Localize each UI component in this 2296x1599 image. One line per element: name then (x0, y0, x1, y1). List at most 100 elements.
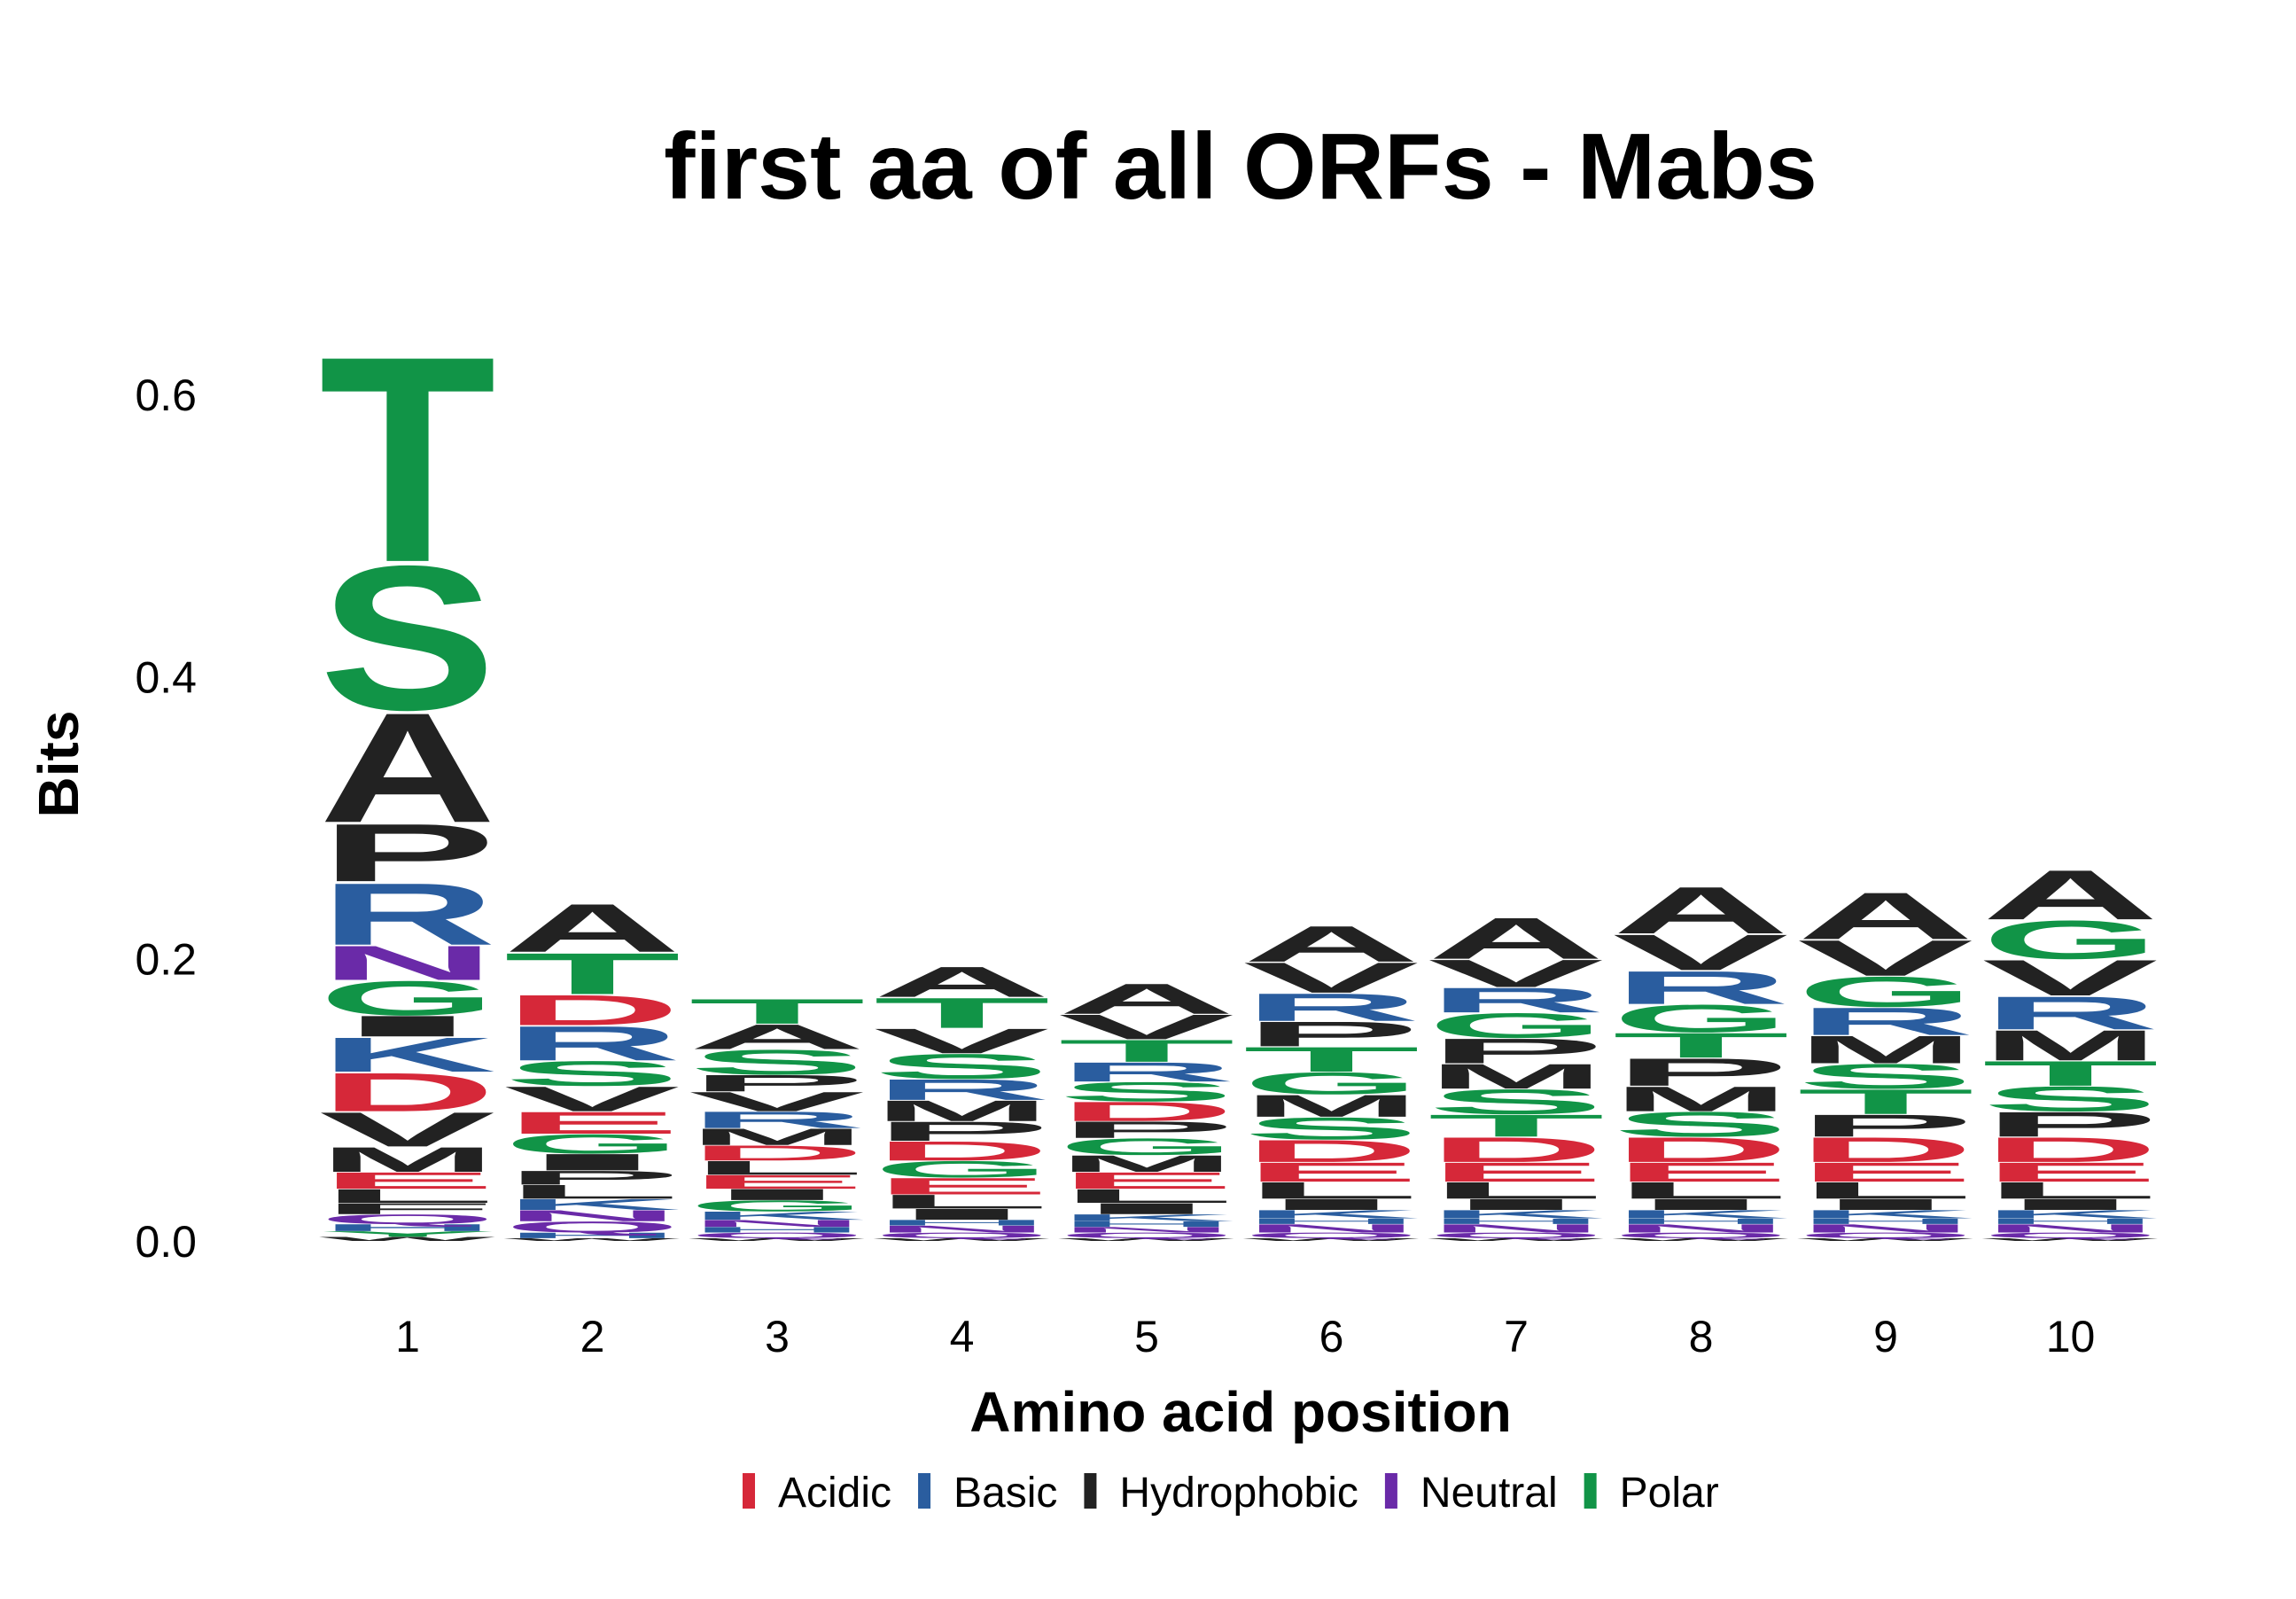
logo-letter-s: S (689, 1042, 866, 1081)
logo-letter-v: V (1797, 930, 1973, 987)
logo-letter-t: T (1058, 1034, 1235, 1068)
logo-letter-s: S (1243, 1112, 1420, 1146)
logo-letter-l: L (874, 1190, 1051, 1213)
logo-letter-k: K (1428, 1208, 1605, 1221)
logo-letter-r: R (874, 1073, 1051, 1106)
logo-letter-e: E (1797, 1157, 1974, 1188)
logo-letter-p: P (1428, 1032, 1605, 1071)
logo-letter-i: I (1613, 1196, 1790, 1213)
logo-letter-m: M (319, 1140, 496, 1179)
x-axis-label: Amino acid position (969, 1380, 1512, 1444)
legend-swatch-acidic (743, 1473, 755, 1509)
logo-letter-r: R (1613, 962, 1790, 1014)
logo-letter-l: L (1982, 1177, 2160, 1204)
logo-letter-h: H (1428, 1217, 1605, 1226)
logo-letter-g: G (1613, 997, 1790, 1041)
y-tick-label: 0.0 (135, 1217, 197, 1267)
logo-letter-n: N (1982, 1221, 2160, 1235)
x-tick-label: 6 (1319, 1312, 1344, 1361)
logo-letter-i: I (874, 1205, 1051, 1223)
logo-letter-p: P (319, 807, 496, 899)
logo-letter-n: N (689, 1218, 866, 1228)
logo-letter-w: W (1613, 1237, 1789, 1242)
logo-letter-k: K (689, 1209, 866, 1222)
y-axis-label: Bits (27, 711, 90, 818)
logo-letter-g: G (319, 971, 496, 1026)
logo-letter-n: N (504, 1207, 681, 1225)
legend-label-basic: Basic (953, 1470, 1057, 1517)
logo-letter-k: K (1058, 1213, 1235, 1223)
logo-letter-g: G (1982, 909, 2160, 971)
logo-letter-r: R (689, 1107, 866, 1134)
logo-letter-t: T (1428, 1108, 1605, 1143)
x-tick-label: 8 (1689, 1312, 1714, 1361)
logo-letter-p: P (504, 1166, 681, 1189)
logo-letter-i: I (1243, 1196, 1420, 1213)
y-tick-label: 0.4 (135, 652, 197, 702)
logo-letter-l: L (1428, 1177, 1605, 1204)
logo-letter-a: A (319, 681, 496, 855)
logo-letter-e: E (1058, 1167, 1235, 1194)
logo-letter-k: K (1982, 1208, 2160, 1221)
logo-letter-r: R (1982, 987, 2160, 1040)
logo-letter-h: H (1613, 1217, 1790, 1226)
logo-letter-g: G (1243, 1065, 1420, 1101)
logo-letter-a: A (1797, 878, 1974, 953)
logo-letter-r: R (504, 1016, 681, 1071)
logo-letter-v: V (874, 1021, 1050, 1060)
logo-letter-m: M (689, 1124, 866, 1150)
x-tick-label: 10 (2046, 1312, 2096, 1361)
logo-letter-m: M (1428, 1057, 1605, 1096)
logo-letter-v: V (504, 1080, 681, 1119)
logo-letter-p: P (1243, 1014, 1420, 1053)
logo-letter-h: H (689, 1225, 866, 1234)
legend-swatch-basic (918, 1473, 931, 1509)
logo-letter-d: D (1058, 1096, 1235, 1127)
logo-letter-t: T (689, 992, 866, 1031)
logo-letter-e: E (1243, 1157, 1420, 1188)
logo-letter-w: W (504, 1237, 681, 1242)
legend-swatch-polar (1584, 1473, 1597, 1509)
logo-letter-l: L (504, 1181, 681, 1203)
logo-letter-g: G (1058, 1134, 1235, 1160)
logo-letter-d: D (874, 1135, 1051, 1166)
logo-letter-s: S (1797, 1057, 1974, 1096)
logo-letter-d: D (689, 1141, 866, 1165)
logo-letter-d: D (1982, 1130, 2160, 1169)
logo-letter-k: K (1243, 1208, 1420, 1221)
logo-letter-a: A (1243, 916, 1420, 972)
logo-letter-w: W (1058, 1237, 1234, 1242)
logo-letter-k: K (504, 1196, 681, 1213)
logo-letter-q: Q (1058, 1231, 1235, 1240)
legend-swatch-neutral (1384, 1473, 1397, 1509)
logo-letter-l: L (1797, 1177, 1974, 1204)
logo-letter-h: H (874, 1219, 1051, 1228)
legend: Acidic Basic Hydrophobic Neutral Polar (743, 1470, 1719, 1517)
logo-letter-m: M (1613, 1080, 1790, 1119)
logo-letter-t: T (1982, 1054, 2160, 1093)
logo-letter-s: S (1613, 1104, 1790, 1143)
logo-letter-v: V (689, 1087, 865, 1118)
x-axis-ticks: 1 2 3 4 5 6 7 8 9 10 (395, 1312, 2095, 1361)
logo-letter-h: H (1058, 1220, 1235, 1228)
logo-letter-w: W (1243, 1237, 1420, 1242)
logo-letter-e: E (504, 1105, 681, 1140)
logo-letter-e: E (689, 1171, 866, 1193)
logo-letter-t: T (319, 295, 496, 623)
logo-letter-s: S (504, 1054, 681, 1093)
y-tick-label: 0.6 (135, 370, 197, 420)
logo-letter-d: D (319, 1061, 496, 1122)
logo-letter-h: H (1797, 1217, 1974, 1226)
logo-letter-y: Y (319, 1229, 496, 1238)
logo-letter-m: M (1058, 1150, 1235, 1177)
logo-letter-w: W (1797, 1237, 1973, 1242)
logo-letter-q: Q (689, 1231, 866, 1240)
logo-letter-m: M (1982, 1021, 2160, 1069)
logo-letter-p: P (1613, 1050, 1790, 1094)
logo-letter-l: L (1058, 1185, 1235, 1207)
